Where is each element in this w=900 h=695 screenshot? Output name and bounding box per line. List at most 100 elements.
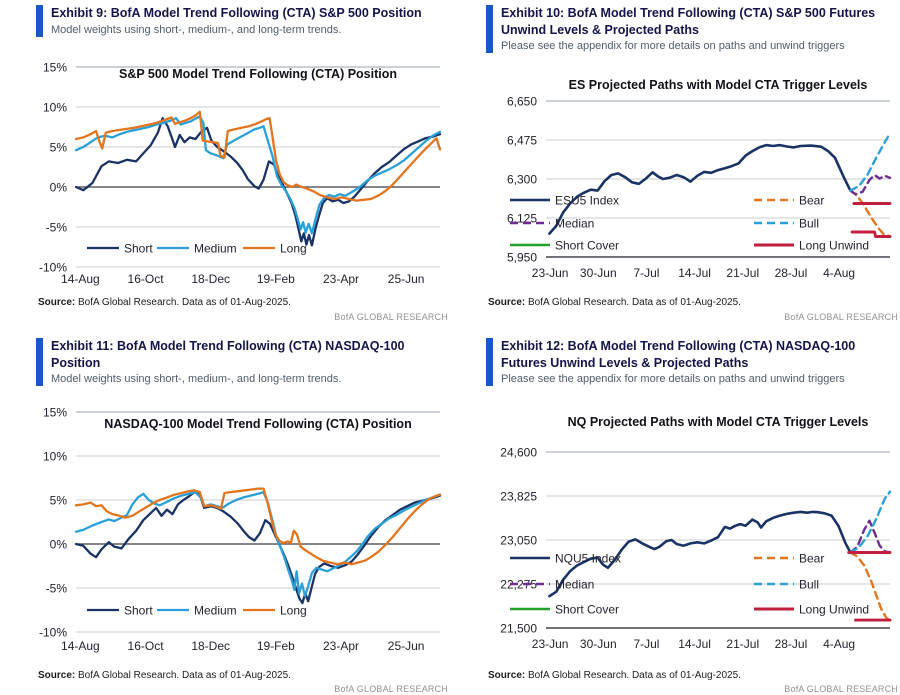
series-line-bear <box>849 189 892 238</box>
x-tick-label: 25-Jun <box>388 272 425 286</box>
x-tick-label: 25-Jun <box>388 639 425 653</box>
exhibit-subtitle: Model weights using short-, medium-, and… <box>51 373 342 385</box>
chart-title: S&P 500 Model Trend Following (CTA) Posi… <box>119 67 397 81</box>
series-line-median <box>849 173 892 196</box>
chart-title: ES Projected Paths with Model CTA Trigge… <box>569 78 868 92</box>
exhibit-panel-10: Exhibit 10: BofA Model Trend Following (… <box>486 5 900 333</box>
legend-label-bear: Bear <box>799 552 824 566</box>
source-line: Source: BofA Global Research. Data as of… <box>488 670 741 681</box>
y-tick-label: 6,650 <box>507 95 537 109</box>
exhibit-accent-bar <box>36 5 43 37</box>
x-tick-label: 14-Jul <box>678 637 711 651</box>
y-tick-label: 22,275 <box>500 578 537 592</box>
x-tick-label: 14-Jul <box>678 266 711 280</box>
chart-svg-0: 15% 10% 5% 0% -5% -10%14-Aug 16-Oct 18-Dec 19-Fe… <box>39 61 442 286</box>
y-tick-label: 0% <box>50 181 68 195</box>
y-tick-label: 10% <box>43 101 67 115</box>
x-tick-label: 28-Jul <box>775 637 808 651</box>
chart-nq-projected-paths: 24,600 23,825 23,050 22,275 21,500 23-Jun 30-J… <box>486 408 900 675</box>
exhibit-subtitle: Please see the appendix for more details… <box>501 40 845 52</box>
chart-nasdaq-position: 15% 10% 5% 0% -5% -10% 14-Aug 16-Oct 18-Dec 19-Fe… <box>36 402 450 669</box>
watermark: BofA GLOBAL RESEARCH <box>784 684 898 694</box>
chart-sp500-position: 15% 10% 5% 0% -5% -10% 14-Aug 16-Oct 18-Dec 19-Fe… <box>36 61 450 306</box>
exhibit-header: Exhibit 11: BofA Model Trend Following (… <box>36 338 450 387</box>
series-line-bear <box>849 551 892 622</box>
exhibit-title: Exhibit 10: BofA Model Trend Following (… <box>501 6 876 37</box>
source-text: BofA Global Research. Data as of 01-Aug-… <box>78 670 291 681</box>
source-text: BofA Global Research. Data as of 01-Aug-… <box>528 297 741 308</box>
exhibit-panel-11: Exhibit 11: BofA Model Trend Following (… <box>36 338 450 694</box>
legend-label-bear: Bear <box>799 194 824 208</box>
exhibit-panel-9: Exhibit 9: BofA Model Trend Following (C… <box>36 5 450 333</box>
series-line-medium <box>74 115 442 235</box>
chart-title: NASDAQ-100 Model Trend Following (CTA) P… <box>104 417 411 431</box>
x-tick-label: 28-Jul <box>775 266 808 280</box>
x-tick-label: 30-Jun <box>580 637 617 651</box>
y-tick-label: -10% <box>39 261 67 275</box>
y-tick-label: 0% <box>50 538 68 552</box>
series-line-bull <box>849 132 892 192</box>
exhibit-accent-bar <box>36 338 43 387</box>
exhibit-header-text: Exhibit 9: BofA Model Trend Following (C… <box>51 5 450 37</box>
x-tick-label: 4-Aug <box>823 637 855 651</box>
chart-title: NQ Projected Paths with Model CTA Trigge… <box>568 415 869 429</box>
y-tick-label: 15% <box>43 61 67 75</box>
x-tick-label: 23-Apr <box>323 639 359 653</box>
y-tick-label: 23,050 <box>500 534 537 548</box>
x-tick-label: 16-Oct <box>128 272 165 286</box>
series-line-long-unwind <box>850 230 892 238</box>
y-tick-label: 24,600 <box>500 446 537 460</box>
watermark: BofA GLOBAL RESEARCH <box>784 312 898 322</box>
legend-label-median: Median <box>555 217 594 231</box>
legend-label-short: Short <box>124 604 153 618</box>
legend-label-long: Long <box>280 242 307 256</box>
x-tick-label: 21-Jul <box>726 637 759 651</box>
x-tick-label: 18-Dec <box>191 639 230 653</box>
y-tick-label: 6,475 <box>507 134 537 148</box>
x-tick-label: 23-Jun <box>532 266 569 280</box>
chart-svg-2: 15% 10% 5% 0% -5% -10%14-Aug 16-Oct 18-Dec 19-Fe… <box>39 406 442 653</box>
y-tick-label: 6,300 <box>507 173 537 187</box>
x-tick-label: 23-Jun <box>532 637 569 651</box>
y-tick-label: 5% <box>50 494 68 508</box>
exhibit-subtitle: Model weights using short-, medium-, and… <box>51 23 342 36</box>
x-tick-label: 30-Jun <box>580 266 617 280</box>
exhibit-header: Exhibit 10: BofA Model Trend Following (… <box>486 5 900 54</box>
x-tick-label: 21-Jul <box>726 266 759 280</box>
exhibit-accent-bar <box>486 338 493 387</box>
y-tick-label: 10% <box>43 450 67 464</box>
source-label: Source: <box>488 670 526 681</box>
y-tick-label: 5,950 <box>507 251 537 265</box>
legend-label-medium: Medium <box>194 604 237 618</box>
series-line-bull <box>849 490 892 554</box>
x-tick-label: 23-Apr <box>323 272 359 286</box>
exhibit-header: Exhibit 9: BofA Model Trend Following (C… <box>36 5 450 37</box>
x-tick-label: 7-Jul <box>633 637 659 651</box>
x-tick-label: 7-Jul <box>633 266 659 280</box>
exhibit-header-text: Exhibit 12: BofA Model Trend Following (… <box>501 338 900 386</box>
legend-label-short-cover: Short Cover <box>555 603 619 617</box>
exhibit-title: Exhibit 11: BofA Model Trend Following (… <box>51 339 405 370</box>
legend-label-nqu5-index: NQU5 Index <box>555 552 621 566</box>
series-line-short <box>74 117 442 247</box>
legend-label-short: Short <box>124 242 153 256</box>
watermark: BofA GLOBAL RESEARCH <box>334 684 448 694</box>
source-line: Source: BofA Global Research. Data as of… <box>488 297 741 308</box>
x-tick-label: 4-Aug <box>823 266 855 280</box>
source-text: BofA Global Research. Data as of 01-Aug-… <box>78 297 291 308</box>
y-tick-label: 5% <box>50 141 68 155</box>
series-line-nqu5-index <box>548 510 852 598</box>
legend-label-median: Median <box>555 578 594 592</box>
x-tick-label: 14-Aug <box>61 639 100 653</box>
exhibit-header: Exhibit 12: BofA Model Trend Following (… <box>486 338 900 387</box>
y-tick-label: -10% <box>39 626 67 640</box>
y-tick-label: 21,500 <box>500 622 537 636</box>
exhibit-panel-12: Exhibit 12: BofA Model Trend Following (… <box>486 338 900 694</box>
legend-label-long: Long <box>280 604 307 618</box>
x-tick-label: 14-Aug <box>61 272 100 286</box>
chart-es-projected-paths: 6,650 6,475 6,300 6,125 5,950 23-Jun 30-Jun 7-J… <box>486 65 900 302</box>
y-tick-label: -5% <box>46 582 68 596</box>
series-line-median <box>849 519 892 554</box>
